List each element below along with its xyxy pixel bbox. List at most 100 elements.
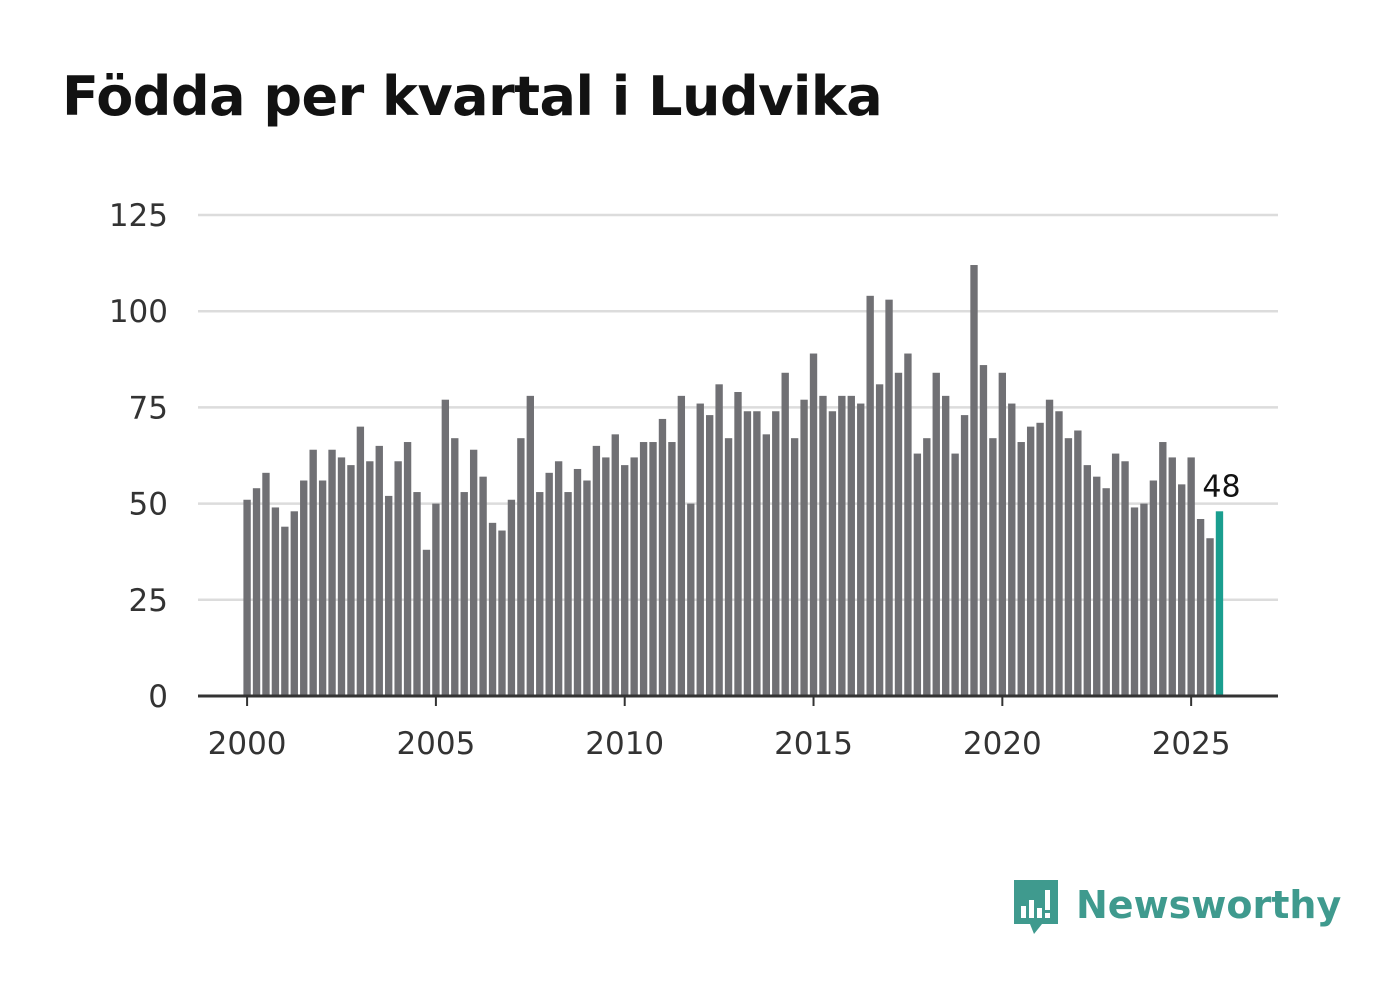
bar (1064, 438, 1073, 696)
bar (252, 488, 261, 696)
bar (573, 468, 582, 696)
bar (1111, 453, 1120, 696)
bar (998, 372, 1007, 696)
bar (300, 480, 308, 696)
bar (1140, 503, 1148, 696)
bar (979, 365, 988, 696)
bar (592, 445, 601, 696)
bar (422, 549, 431, 696)
bar (1130, 507, 1139, 696)
bar (639, 442, 648, 696)
bar (1159, 442, 1167, 696)
bar (942, 395, 950, 696)
bar (479, 476, 487, 696)
bar (658, 418, 667, 696)
bar (1187, 457, 1195, 696)
bar (800, 399, 808, 696)
bar (668, 442, 676, 696)
bar (1055, 411, 1063, 696)
bar (715, 384, 723, 696)
bar (1045, 399, 1054, 696)
bar (762, 434, 770, 696)
bar (649, 442, 657, 696)
bar (243, 499, 251, 696)
bars (243, 265, 1224, 696)
bar (1008, 403, 1016, 696)
bar (318, 480, 327, 696)
bar (262, 472, 270, 696)
bar (583, 480, 591, 696)
bar (838, 395, 846, 696)
bar (271, 507, 280, 696)
y-tick-label-100: 100 (109, 294, 168, 330)
y-tick-label-25: 25 (129, 583, 168, 619)
chart-title: Födda per kvartal i Ludvika (62, 65, 883, 128)
bar (460, 492, 468, 696)
bar (545, 472, 553, 696)
bar (885, 299, 893, 696)
bar (989, 438, 997, 696)
bar (828, 411, 837, 696)
bar (866, 295, 874, 696)
bar (687, 503, 695, 696)
bar (772, 411, 780, 696)
bar (469, 449, 478, 696)
bar (1093, 476, 1101, 696)
x-tick-label-2015: 2015 (774, 726, 853, 762)
bar (970, 265, 978, 696)
bar (536, 492, 544, 696)
bar (366, 461, 374, 696)
bar (441, 399, 450, 696)
bar (1102, 488, 1110, 696)
bar (1149, 480, 1158, 696)
bar-highlight (1215, 511, 1224, 696)
bar (347, 465, 355, 696)
x-tick-label-2020: 2020 (963, 726, 1042, 762)
bar (1168, 457, 1176, 696)
bar (337, 457, 346, 696)
bar (328, 449, 336, 696)
bar (451, 438, 459, 696)
bar (724, 438, 733, 696)
x-tick-label-2010: 2010 (585, 726, 664, 762)
bar (913, 453, 922, 696)
bar (819, 395, 827, 696)
bar (734, 392, 742, 696)
newsworthy-brand: Newsworthy (1010, 876, 1341, 942)
x-tick-label-2025: 2025 (1152, 726, 1231, 762)
bar (356, 426, 365, 696)
bar (696, 403, 704, 696)
bar (894, 372, 903, 696)
newsworthy-logo-icon (1014, 880, 1058, 934)
bar (960, 415, 969, 696)
bar (602, 457, 610, 696)
bar (564, 492, 572, 696)
bar (517, 438, 525, 696)
bar (1206, 538, 1214, 696)
bar (413, 492, 421, 696)
bar (488, 522, 497, 696)
bar (743, 411, 752, 696)
bar (498, 530, 506, 696)
bar (611, 434, 619, 696)
y-tick-label-75: 75 (129, 390, 168, 426)
brand-name: Newsworthy (1076, 883, 1342, 927)
bar (290, 511, 298, 696)
y-tick-label-50: 50 (129, 487, 168, 523)
bar (1121, 461, 1129, 696)
bar (375, 445, 383, 696)
bar (781, 372, 789, 696)
y-tick-label-0: 0 (148, 679, 168, 715)
bar (1036, 422, 1044, 696)
bar (875, 384, 884, 696)
bar (1074, 430, 1082, 696)
bar (432, 503, 440, 696)
bar (857, 403, 865, 696)
bar (385, 495, 393, 696)
axes (198, 694, 1278, 706)
bar (706, 415, 714, 696)
bar (394, 461, 402, 696)
bar (790, 438, 799, 696)
bar (1026, 426, 1035, 696)
